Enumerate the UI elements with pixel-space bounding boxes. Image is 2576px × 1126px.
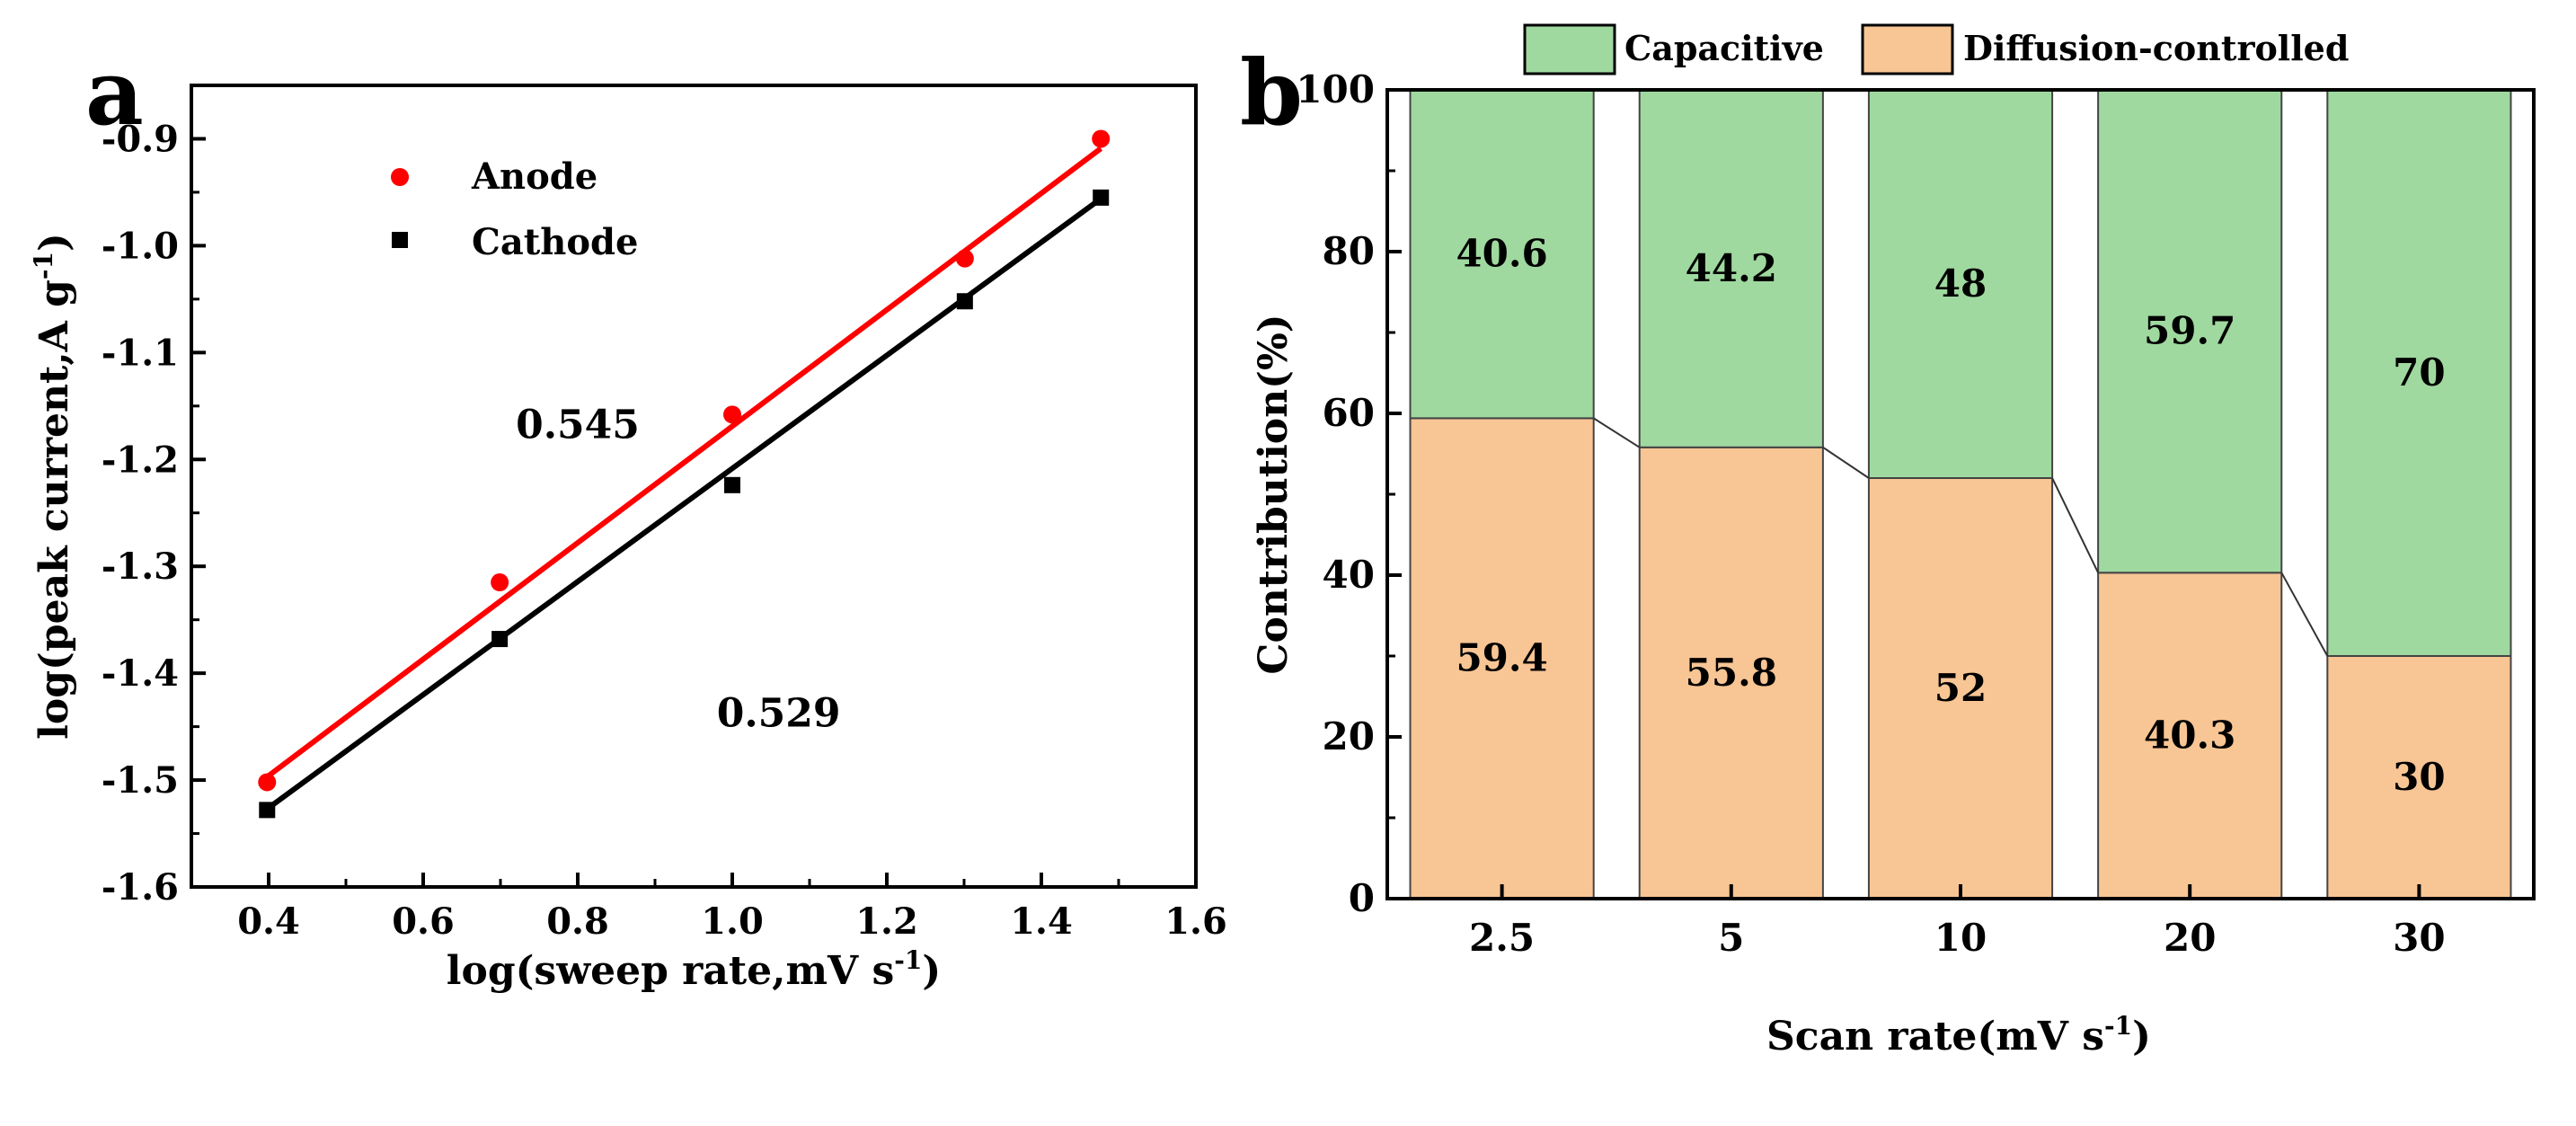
panel-b-bar-capacitive: [1867, 89, 2054, 479]
panel-a-point-cathode: [724, 476, 740, 493]
panel-a-label: a: [85, 40, 144, 146]
panel-b-x-tick-label: 5: [1718, 916, 1744, 960]
panel-b-bar-diffusion: [1638, 446, 1824, 900]
panel-b-stacked-bar-chart: b 59.4 40.6 55.8 44.2 52 48 40.3 59.7 30 70 2.5 5 1…: [1240, 23, 2536, 1060]
panel-b-label-capacitive: 40.6: [1456, 232, 1547, 276]
panel-b-y-axis-title: Contribution(%): [1251, 314, 1297, 674]
panel-a-x-tick-label: 1.6: [1164, 900, 1227, 943]
panel-b-label-diffusion: 30: [2393, 755, 2445, 799]
panel-b-bar-capacitive: [2326, 89, 2512, 657]
panel-b-y-tick-label: 60: [1323, 391, 1375, 435]
panel-b-x-axis-title: Scan rate(mV s-1): [1766, 1011, 2151, 1060]
panel-a-x-tick-label: 0.8: [546, 900, 609, 943]
panel-b-x-tick-label: 30: [2393, 916, 2445, 960]
panel-a-slope-labels: 0.545 0.529: [516, 402, 840, 736]
panel-b-bar-capacitive: [2097, 89, 2283, 574]
legend-diffusion-swatch: [1861, 23, 1954, 75]
panel-a-y-axis-title: log(peak current,A g-1): [29, 233, 77, 740]
panel-a-point-anode: [258, 773, 277, 792]
panel-a-x-tick-label: 1.0: [701, 900, 764, 943]
panel-a-x-ticks: 0.4 0.6 0.8 1.0 1.2 1.4 1.6: [190, 873, 1227, 943]
panel-b-connector-lines: [1593, 417, 2329, 657]
panel-b-x-tick-label: 10: [1934, 916, 1987, 960]
legend-anode-marker: [391, 168, 409, 186]
panel-a-data-points: [258, 129, 1111, 819]
panel-b-y-tick-label: 40: [1323, 553, 1375, 597]
panel-b-y-tick-label: 80: [1323, 229, 1375, 273]
panel-a-x-tick-label: 1.4: [1010, 900, 1073, 943]
panel-b-bar-labels: 59.4 40.6 55.8 44.2 52 48 40.3 59.7 30 70: [1456, 232, 2445, 799]
panel-b-x-tick-label: 20: [2164, 916, 2216, 960]
panel-b-x-tick-label: 2.5: [1469, 916, 1535, 960]
panel-a-point-anode: [723, 405, 741, 424]
panel-b-connector-line: [1593, 417, 1641, 448]
panel-b-y-tick-label: 100: [1296, 67, 1375, 111]
panel-a-y-tick-label: -1.1: [102, 332, 179, 374]
panel-b-label-capacitive: 70: [2393, 350, 2445, 395]
panel-a-point-anode: [955, 249, 974, 268]
panel-a-x-tick-label: 0.6: [392, 900, 455, 943]
legend-cathode-marker: [392, 232, 408, 248]
panel-b-label-diffusion: 40.3: [2144, 714, 2235, 758]
panel-b-bar-diffusion: [2326, 655, 2512, 900]
panel-a-point-cathode: [259, 802, 276, 819]
panel-a-legend: Anode Cathode: [391, 155, 638, 263]
panel-a-point-cathode: [956, 293, 973, 310]
panel-a-point-cathode: [491, 631, 509, 648]
panel-a-fit-line-cathode: [265, 196, 1102, 811]
panel-a-x-tick-label: 0.4: [237, 900, 300, 943]
panel-b-label-diffusion: 52: [1934, 666, 1987, 710]
panel-b-label-capacitive: 44.2: [1686, 246, 1777, 290]
panel-a-y-ticks: -1.6 -1.5 -1.4 -1.3 -1.2 -1.1 -1.0 -0.9: [102, 84, 206, 909]
panel-a-slope-label-anode: 0.545: [516, 402, 640, 448]
panel-b-connector-line: [2051, 477, 2100, 573]
panel-b-label-diffusion: 59.4: [1456, 636, 1547, 680]
panel-b-connector-line: [1822, 446, 1870, 479]
panel-a-y-tick-label: -1.5: [102, 759, 179, 802]
panel-b-y-tick-label: 0: [1349, 876, 1375, 920]
panel-b-y-tick-label: 20: [1323, 714, 1375, 758]
panel-b-label: b: [1240, 40, 1303, 146]
panel-b-label-diffusion: 55.8: [1686, 651, 1777, 695]
legend-anode-label: Anode: [471, 155, 598, 198]
panel-b-bar-capacitive: [1409, 89, 1595, 420]
panel-b-label-capacitive: 48: [1934, 262, 1987, 306]
panel-b-bar-diffusion: [2097, 572, 2283, 900]
panel-b-bar-capacitive: [1638, 89, 1824, 448]
panel-a-y-tick-label: -1.4: [102, 652, 179, 695]
panel-b-legend: Capacitive Diffusion-controlled: [1523, 23, 2349, 75]
panel-a-y-tick-label: -1.0: [102, 225, 179, 267]
panel-b-y-ticks: 0 20 40 60 80 100: [1296, 67, 1402, 920]
panel-a-point-cathode: [1093, 189, 1110, 206]
panel-a-point-anode: [1092, 129, 1111, 148]
panel-b-connector-line: [2280, 572, 2329, 657]
panel-a-plot-frame: [190, 84, 1198, 889]
panel-b-bar-diffusion: [1409, 417, 1595, 900]
panel-b-bars: [1409, 89, 2512, 900]
panel-a-point-anode: [491, 573, 509, 592]
panel-b-bar-diffusion: [1867, 477, 2054, 900]
panel-b-label-capacitive: 59.7: [2144, 309, 2235, 353]
panel-b-x-ticks: 2.5 5 10 20 30: [1469, 884, 2446, 960]
panel-a-line-chart: a 0.4 0.6 0.8 1.0 1.2 1.4 1.6 -1.6 -1.5 -1.4 -1.3…: [29, 40, 1227, 994]
panel-a-slope-label-cathode: 0.529: [717, 691, 841, 737]
legend-capacitive-label: Capacitive: [1624, 28, 1824, 68]
panel-a-x-tick-label: 1.2: [855, 900, 918, 943]
panel-a-y-tick-label: -1.3: [102, 545, 179, 588]
panel-a-y-tick-label: -1.6: [102, 866, 179, 909]
panel-a-y-tick-label: -1.2: [102, 439, 179, 481]
legend-capacitive-swatch: [1523, 23, 1616, 75]
legend-diffusion-label: Diffusion-controlled: [1963, 28, 2349, 68]
legend-cathode-label: Cathode: [472, 221, 638, 263]
panel-a-y-tick-label: -0.9: [102, 118, 179, 160]
panel-a-x-axis-title: log(sweep rate,mV s-1): [447, 945, 941, 994]
